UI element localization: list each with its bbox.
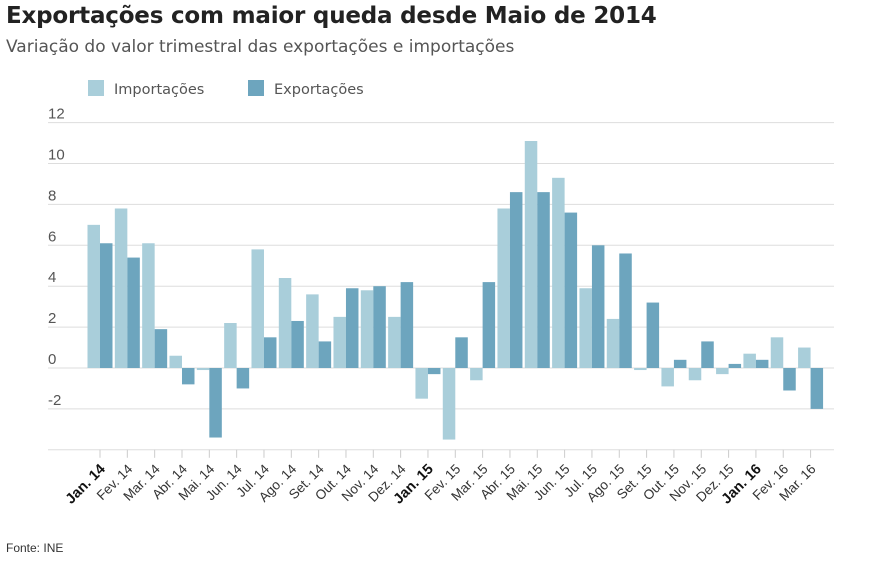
bar-importacoes (743, 353, 756, 368)
bar-exportacoes (373, 286, 386, 368)
bar-exportacoes (701, 341, 714, 368)
y-tick-label: 0 (48, 351, 56, 368)
bar-exportacoes (810, 368, 824, 409)
bar-exportacoes (564, 212, 578, 368)
bar-importacoes (224, 323, 237, 368)
bar-exportacoes (209, 368, 222, 438)
bar-exportacoes (728, 363, 742, 368)
bar-importacoes (142, 243, 155, 368)
bar-exportacoes (181, 368, 195, 385)
bar-importacoes (169, 355, 182, 368)
bar-importacoes (114, 208, 128, 368)
bar-importacoes (306, 294, 319, 368)
y-tick-label: 10 (48, 147, 65, 164)
legend-label: Importações (114, 82, 204, 98)
bar-importacoes (524, 141, 538, 368)
bar-exportacoes (673, 359, 687, 368)
bar-exportacoes (755, 359, 769, 368)
bar-importacoes (388, 316, 401, 368)
source-note: Fonte: INE (6, 541, 64, 555)
y-tick-label: 6 (48, 228, 56, 245)
bar-importacoes (688, 368, 702, 381)
bar-exportacoes (291, 320, 304, 368)
bar-importacoes (333, 316, 346, 368)
bar-importacoes (415, 368, 428, 399)
bar-importacoes (251, 249, 264, 368)
bar-exportacoes (646, 302, 660, 368)
bar-exportacoes (482, 282, 496, 368)
bar-exportacoes (509, 192, 523, 368)
bar-exportacoes (263, 337, 277, 368)
bar-importacoes (770, 337, 784, 368)
bar-exportacoes (100, 243, 113, 368)
bar-importacoes (278, 278, 292, 368)
bar-exportacoes (236, 368, 250, 389)
y-tick-label: 2 (48, 310, 56, 327)
bar-exportacoes (154, 329, 168, 368)
y-tick-label: 12 (48, 106, 65, 123)
bar-exportacoes (619, 253, 632, 368)
bar-importacoes (442, 368, 456, 440)
bar-importacoes (661, 368, 674, 387)
y-tick-label: 8 (48, 187, 56, 204)
legend-swatch (248, 80, 264, 96)
chart-subtitle: Variação do valor trimestral das exporta… (6, 37, 515, 57)
legend-label: Exportações (274, 82, 364, 98)
bar-importacoes (606, 318, 620, 368)
bar-exportacoes (427, 368, 441, 375)
bar-exportacoes (537, 192, 550, 368)
bar-exportacoes (318, 341, 332, 368)
bar-importacoes (634, 368, 647, 371)
bar-exportacoes (455, 337, 468, 368)
bar-exportacoes (345, 288, 359, 368)
bar-importacoes (798, 347, 811, 368)
bar-importacoes (360, 290, 374, 368)
bar-importacoes (552, 177, 565, 368)
chart-title: Exportações com maior queda desde Maio d… (6, 3, 657, 29)
bar-importacoes (579, 288, 592, 368)
y-tick-label: -2 (48, 392, 61, 409)
bar-exportacoes (783, 368, 796, 391)
bar-importacoes (470, 368, 483, 381)
bar-exportacoes (591, 245, 605, 368)
bar-exportacoes (400, 282, 414, 368)
bar-importacoes (196, 368, 210, 371)
bar-importacoes (716, 368, 729, 375)
legend-swatch (88, 80, 104, 96)
bar-exportacoes (127, 257, 140, 368)
y-tick-label: 4 (48, 269, 56, 286)
bar-importacoes (87, 224, 100, 368)
bar-importacoes (497, 208, 510, 368)
